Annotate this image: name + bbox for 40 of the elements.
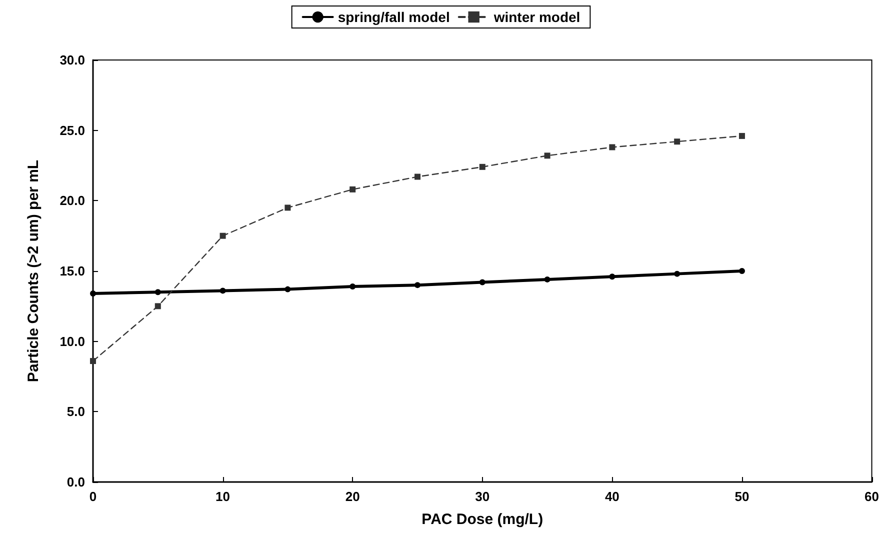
- point: [90, 358, 96, 364]
- point: [738, 268, 745, 274]
- point: [220, 288, 226, 294]
- point: [479, 164, 486, 170]
- point: [544, 152, 550, 159]
- x-axis-title: PAC Dose (mg/L): [422, 511, 544, 528]
- point: [220, 232, 226, 239]
- x-tick-label: 60: [864, 489, 880, 504]
- x-tick-label: 50: [734, 489, 750, 504]
- y-tick-label: 20.0: [60, 193, 85, 208]
- y-tick-label: 15.0: [60, 264, 85, 278]
- y-tick-label: 30.0: [60, 52, 85, 68]
- point: [674, 270, 680, 277]
- point: [609, 144, 616, 150]
- point: [674, 138, 680, 145]
- y-tick-label: 10.0: [60, 334, 85, 349]
- point: [479, 279, 486, 286]
- point: [414, 282, 420, 288]
- point: [154, 303, 161, 310]
- point: [350, 186, 356, 192]
- point: [90, 290, 96, 297]
- y-axis-title: Particle Counts (>2 um) per mL: [25, 160, 42, 382]
- legend-label: winter model: [492, 9, 580, 25]
- legend-label: spring/fall model: [338, 9, 450, 25]
- y-tick-label: 0.0: [66, 474, 85, 490]
- y-tick-label: 25.0: [60, 122, 85, 138]
- point: [154, 289, 161, 296]
- point: [544, 276, 550, 282]
- x-tick-label: 10: [216, 489, 230, 504]
- x-tick-label: 40: [604, 489, 620, 504]
- point: [609, 274, 616, 280]
- point: [738, 132, 745, 139]
- x-tick-label: 20: [345, 489, 360, 504]
- y-tick-label: 5.0: [66, 404, 85, 420]
- x-tick-label: 0: [89, 489, 97, 504]
- point: [414, 174, 420, 180]
- point: [284, 204, 291, 211]
- point: [284, 286, 291, 292]
- point: [350, 283, 356, 290]
- x-tick-label: 30: [475, 489, 490, 504]
